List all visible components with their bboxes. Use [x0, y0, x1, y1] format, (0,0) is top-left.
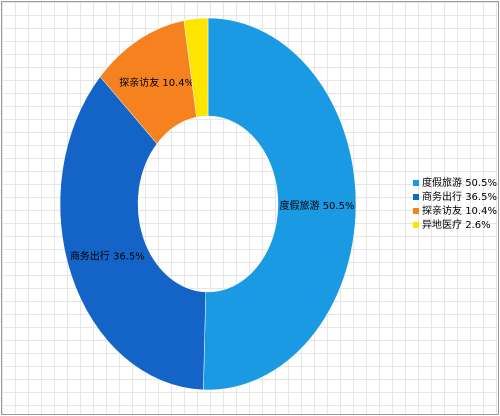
legend-swatch: [413, 208, 419, 214]
label-value: 50.5%: [323, 201, 355, 212]
label-category: 度假旅游: [280, 199, 320, 212]
label: 商务出行 36.5%: [70, 249, 145, 262]
legend-swatch: [413, 222, 419, 228]
label-category: 商务出行: [422, 190, 462, 203]
label: 度假旅游 50.5%: [280, 199, 355, 212]
label-category: 探亲访友: [422, 204, 462, 217]
label-category: 异地医疗: [422, 218, 462, 231]
label-value: 36.5%: [113, 251, 145, 262]
label-value: 50.5%: [465, 178, 497, 189]
legend-swatch: [413, 180, 419, 186]
label-value: 10.4%: [465, 206, 497, 217]
label-value: 2.6%: [465, 220, 490, 231]
label-category: 度假旅游: [422, 176, 462, 189]
label: 度假旅游 50.5%: [422, 176, 497, 189]
label-value: 10.4%: [162, 78, 194, 89]
donut-segment: [59, 76, 207, 391]
label-category: 探亲访友: [119, 76, 159, 89]
label-value: 36.5%: [465, 192, 497, 203]
label-category: 商务出行: [70, 249, 110, 262]
label: 异地医疗 2.6%: [422, 218, 491, 231]
legend: 度假旅游 50.5%商务出行 36.5%探亲访友 10.4%异地医疗 2.6%: [413, 176, 497, 231]
label: 探亲访友 10.4%: [422, 204, 497, 217]
legend-swatch: [413, 194, 419, 200]
donut-segment: [183, 17, 209, 118]
label: 商务出行 36.5%: [422, 190, 497, 203]
label: 探亲访友 10.4%: [119, 76, 194, 89]
